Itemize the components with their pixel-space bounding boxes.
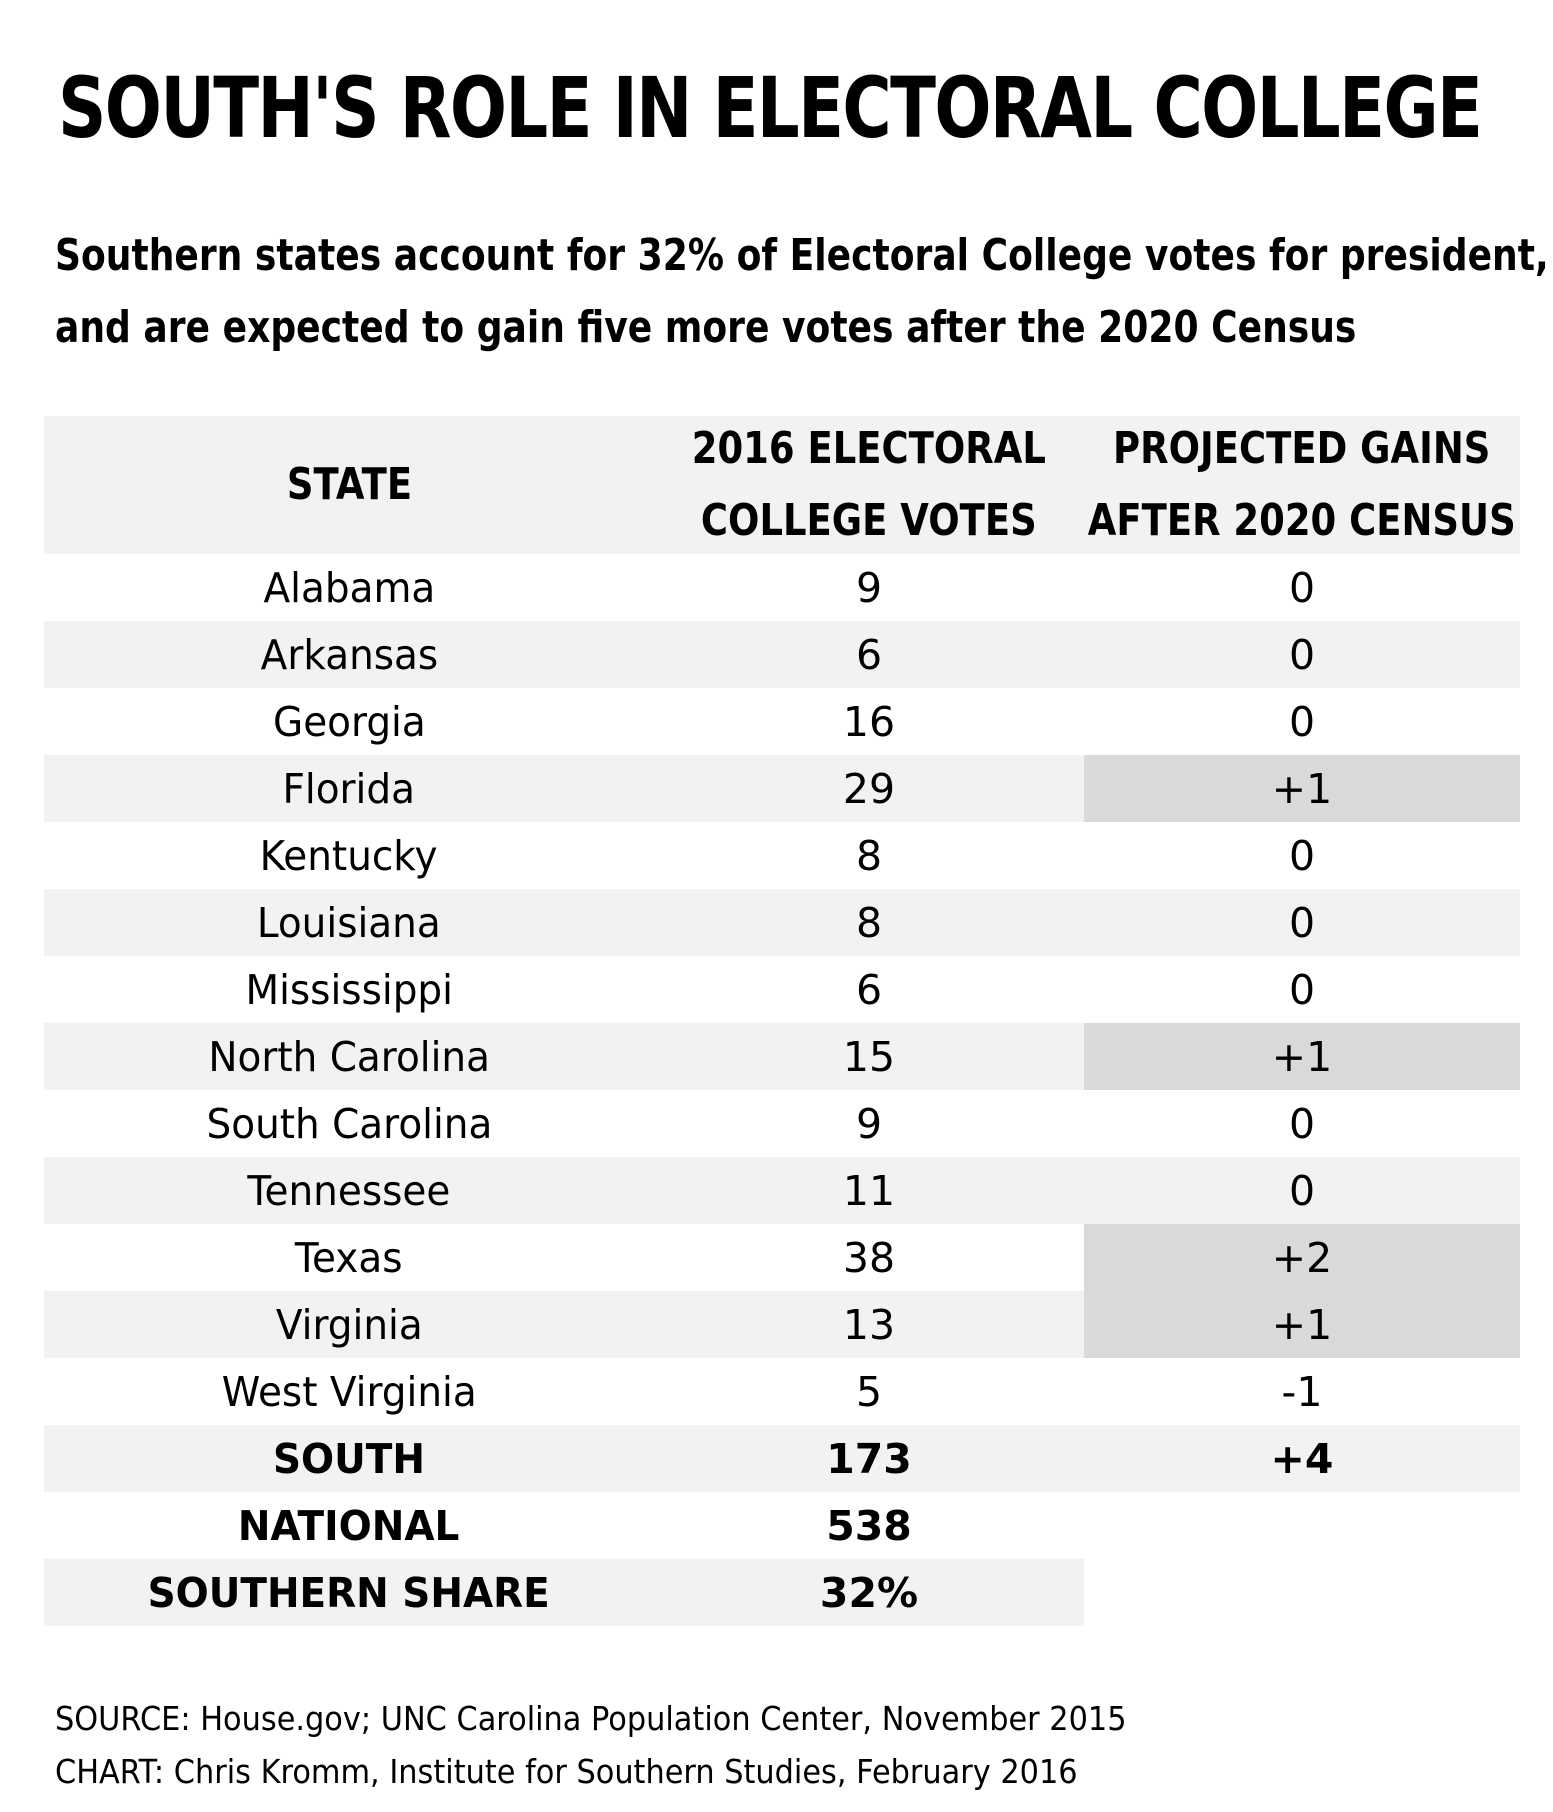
table-row: West Virginia 5 -1 [44,1358,1520,1425]
chart-title: SOUTH'S ROLE IN ELECTORAL COLLEGE [58,59,1483,157]
header-state: STATE [44,416,654,554]
state-name: Mississippi [245,965,453,1014]
state-name: Kentucky [260,831,438,880]
gain-cell: 0 [1288,831,1316,880]
state-cell: Alabama [44,554,654,621]
total-votes: 173 [826,1434,912,1483]
header-gains-line-2: AFTER 2020 CENSUS [1088,495,1516,546]
chart-subtitle: Southern states account for 32% of Elect… [55,220,1549,364]
table-row: Tennessee 11 0 [44,1157,1520,1224]
national-label: NATIONAL [44,1492,654,1559]
header-votes: 2016 ELECTORAL COLLEGE VOTES [654,416,1084,554]
national-votes: 538 [826,1501,912,1550]
national-gain [1084,1492,1520,1559]
votes-cell: 9 [855,1099,883,1148]
state-cell: Mississippi [44,956,654,1023]
total-label: SOUTH [44,1425,654,1492]
table-body: Alabama 9 0 Arkansas 6 0 Georgia 16 0 Florida 29 +1… [44,554,1520,1425]
gain-cell: 0 [1288,1099,1316,1148]
total-row-share: SOUTHERN SHARE 32% [44,1559,1520,1626]
votes-cell: 9 [855,563,883,612]
gain-cell: 0 [1288,697,1316,746]
share-label-text: SOUTHERN SHARE [147,1568,551,1617]
table-row: Kentucky 8 0 [44,822,1520,889]
table-row: Arkansas 6 0 [44,621,1520,688]
state-cell: Florida [44,755,654,822]
gain-cell: 0 [1288,630,1316,679]
state-cell: Texas [44,1224,654,1291]
gain-cell: -1 [1281,1367,1323,1416]
table-row: Mississippi 6 0 [44,956,1520,1023]
state-cell: Kentucky [44,822,654,889]
table-row: Virginia 13 +1 [44,1291,1520,1358]
state-name: Texas [295,1233,403,1282]
gain-cell: +1 [1084,755,1520,822]
votes-cell: 29 [842,764,896,813]
gain-cell: 0 [1288,898,1316,947]
total-gain: +4 [1270,1434,1334,1483]
header-votes-line-1: 2016 ELECTORAL [691,423,1047,474]
votes-cell: 6 [855,630,883,679]
state-cell: Louisiana [44,889,654,956]
table-row: South Carolina 9 0 [44,1090,1520,1157]
votes-cell: 5 [855,1367,883,1416]
votes-cell: 16 [842,697,896,746]
state-name: South Carolina [206,1099,492,1148]
state-name: North Carolina [208,1032,490,1081]
votes-cell: 8 [855,831,883,880]
gain-cell: 0 [1288,965,1316,1014]
header-votes-line-2: COLLEGE VOTES [701,495,1037,546]
state-cell: Virginia [44,1291,654,1358]
votes-cell: 8 [855,898,883,947]
total-label-text: SOUTH [273,1434,425,1483]
gain-cell: +2 [1084,1224,1520,1291]
table-row: Alabama 9 0 [44,554,1520,621]
share-votes: 32% [654,1559,1084,1626]
share-label: SOUTHERN SHARE [44,1559,654,1626]
national-label-text: NATIONAL [238,1501,460,1550]
state-cell: Georgia [44,688,654,755]
subtitle-line-1: Southern states account for 32% of Elect… [55,230,1549,281]
gain-cell: 0 [1288,563,1316,612]
table-row: North Carolina 15 +1 [44,1023,1520,1090]
table-row: Florida 29 +1 [44,755,1520,822]
gain-cell: +1 [1084,1291,1520,1358]
votes-cell: 11 [842,1166,896,1215]
votes-cell: 13 [842,1300,896,1349]
state-name: Arkansas [260,630,438,679]
header-gains-line-1: PROJECTED GAINS [1113,423,1491,474]
header-gains: PROJECTED GAINS AFTER 2020 CENSUS [1084,416,1520,554]
share-gain [1084,1559,1520,1626]
gain-cell: 0 [1288,1166,1316,1215]
table-header: STATE 2016 ELECTORAL COLLEGE VOTES PROJE… [44,416,1520,554]
state-name: Alabama [263,563,435,612]
state-cell: West Virginia [44,1358,654,1425]
state-cell: Tennessee [44,1157,654,1224]
state-cell: South Carolina [44,1090,654,1157]
state-name: Virginia [275,1300,423,1349]
table-row: Texas 38 +2 [44,1224,1520,1291]
table-row: Georgia 16 0 [44,688,1520,755]
state-cell: North Carolina [44,1023,654,1090]
state-name: Georgia [272,697,426,746]
table-row: Louisiana 8 0 [44,889,1520,956]
chart-footer: SOURCE: House.gov; UNC Carolina Populati… [55,1692,1127,1798]
state-name: Tennessee [247,1166,451,1215]
total-row-national: NATIONAL 538 [44,1492,1520,1559]
header-state-line-1: STATE [286,459,412,510]
state-name: Florida [282,764,416,813]
total-row-south: SOUTH 173 +4 [44,1425,1520,1492]
subtitle-line-2: and are expected to gain five more votes… [55,302,1357,353]
source-note: SOURCE: House.gov; UNC Carolina Populati… [55,1699,1127,1738]
votes-cell: 15 [842,1032,896,1081]
chart-credit: CHART: Chris Kromm, Institute for Southe… [55,1752,1078,1791]
electoral-table: STATE 2016 ELECTORAL COLLEGE VOTES PROJE… [44,416,1520,1626]
gain-cell: +1 [1084,1023,1520,1090]
state-name: Louisiana [257,898,441,947]
votes-cell: 6 [855,965,883,1014]
state-cell: Arkansas [44,621,654,688]
votes-cell: 38 [842,1233,896,1282]
state-name: West Virginia [221,1367,477,1416]
